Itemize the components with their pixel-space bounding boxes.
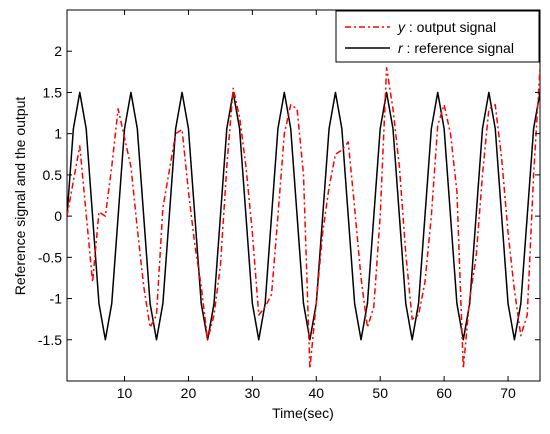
series-layer	[67, 66, 540, 370]
x-tick-label: 50	[372, 385, 388, 401]
legend: y : output signal r : reference signal	[335, 10, 540, 63]
x-tick-label: 30	[245, 385, 261, 401]
x-tick-label: 60	[436, 385, 452, 401]
x-axis: 10 20 30 40 50 60 70	[117, 10, 516, 401]
y-tick-label: -1.5	[38, 332, 62, 348]
y-tick-label: -0.5	[38, 249, 62, 265]
x-axis-label: Time(sec)	[272, 405, 334, 421]
x-tick-label: 20	[181, 385, 197, 401]
y-tick-label: 1.5	[43, 84, 63, 100]
y-tick-label: 0	[54, 208, 62, 224]
y-axis: -1.5 -1 -0.5 0 0.5 1 1.5 2	[38, 43, 540, 348]
y-tick-label: -1	[50, 291, 63, 307]
legend-label-output: y : output signal	[397, 19, 496, 35]
legend-box	[335, 10, 540, 63]
y-tick-label: 1	[54, 126, 62, 142]
x-tick-label: 10	[117, 385, 133, 401]
y-tick-label: 2	[54, 43, 62, 59]
series-line-reference	[67, 91, 540, 341]
x-tick-label: 70	[500, 385, 516, 401]
y-tick-label: 0.5	[43, 167, 63, 183]
y-axis-label: Reference signal and the output	[12, 97, 28, 296]
x-tick-label: 40	[308, 385, 324, 401]
legend-label-reference: r : reference signal	[398, 40, 514, 56]
